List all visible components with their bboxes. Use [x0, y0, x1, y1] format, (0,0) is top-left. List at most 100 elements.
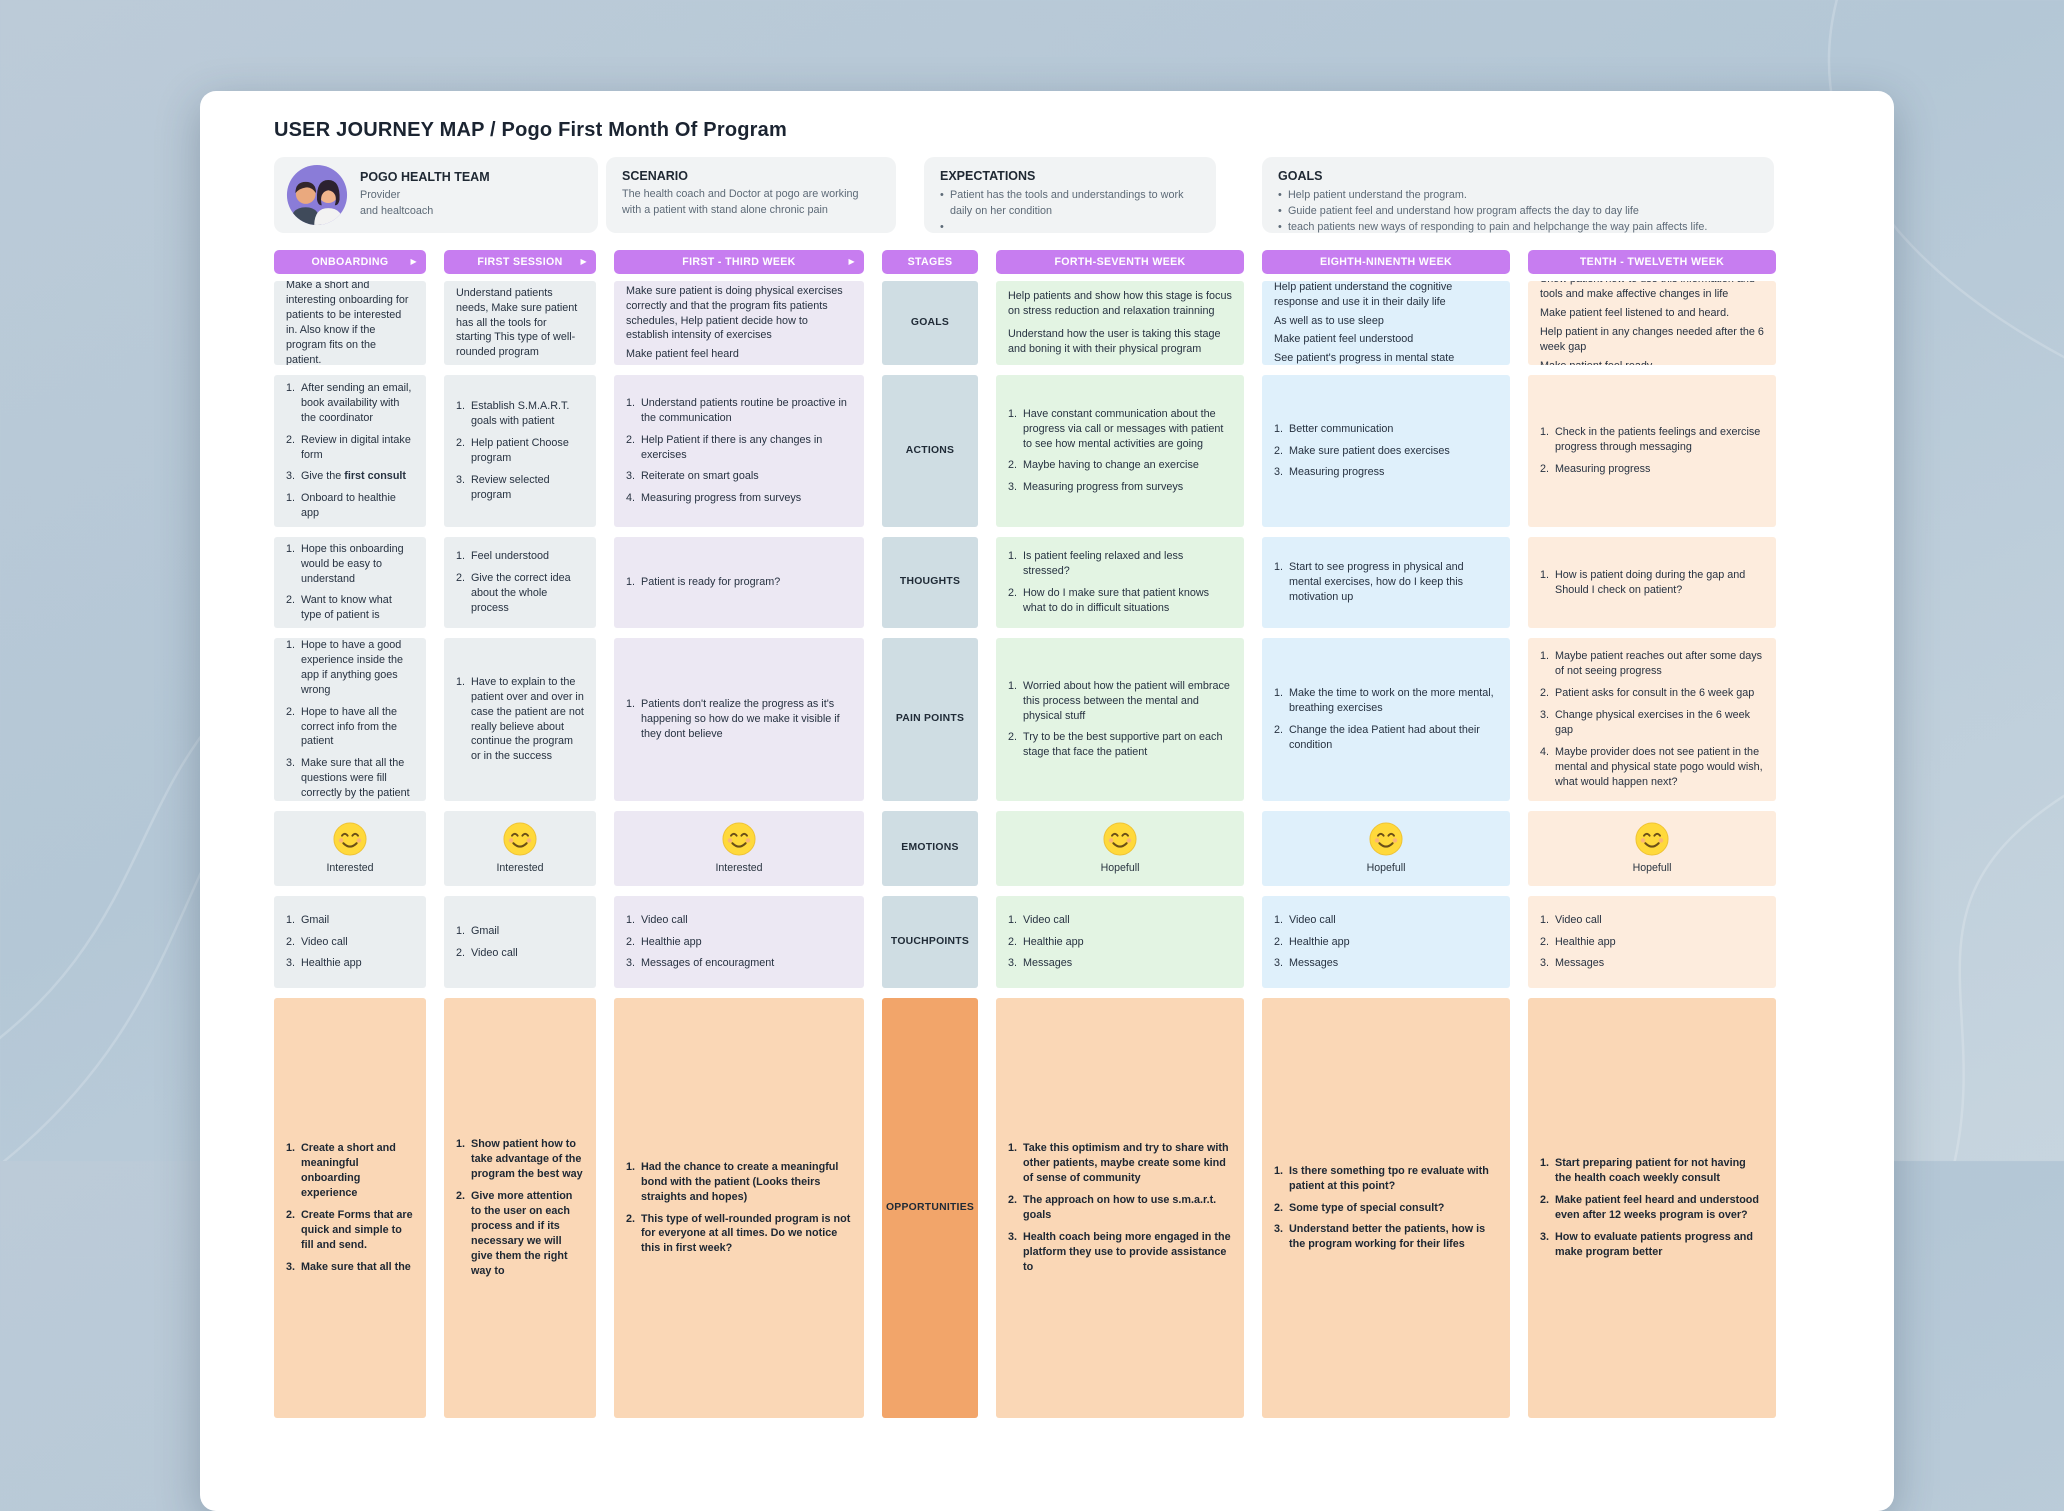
smiley-face-icon: [503, 822, 537, 856]
cell-touchpoints-first-third[interactable]: 1. Video call 2. Healthie app 3. Messages of …: [614, 896, 864, 988]
smiley-face-icon: [1369, 822, 1403, 856]
column-label: STAGES: [907, 256, 953, 268]
bullet-line: • teach patients new ways of responding t…: [1278, 221, 1708, 233]
cell-actions-first-third[interactable]: 1. Understand patients routine be proacti…: [614, 375, 864, 527]
goals-heading: GOALS: [1278, 169, 1323, 183]
cell-actions-forth-seventh[interactable]: 1. Have constant communication about the …: [996, 375, 1244, 527]
scenario-card[interactable]: SCENARIO The health coach and Doctor at …: [606, 157, 896, 233]
bullet-line: • Help patient understand the program.: [1278, 189, 1467, 201]
column-header-eighth-ninenth-week[interactable]: EIGHTH-NINENTH WEEK: [1262, 250, 1510, 274]
smiley-face-icon: [333, 822, 367, 856]
cell-pain-points-first-session[interactable]: 1. Have to explain to the patient over an…: [444, 638, 596, 801]
column-header-onboarding[interactable]: ONBOARDING ▶: [274, 250, 426, 274]
bullet-line: • Patient has the tools and understanding…: [940, 189, 1184, 218]
cell-goals-onboarding[interactable]: Make a short and interesting onboarding …: [274, 281, 426, 365]
cell-actions-eighth-ninenth[interactable]: 1. Better communication 2. Make sure patien…: [1262, 375, 1510, 527]
play-icon[interactable]: ▶: [580, 257, 587, 266]
cell-emotions-eighth-ninenth[interactable]: Hopefull: [1262, 811, 1510, 886]
column-label: EIGHTH-NINENTH WEEK: [1319, 256, 1452, 268]
column-label: TENTH - TWELVETH WEEK: [1579, 256, 1725, 268]
column-label: FIRST - THIRD WEEK: [682, 256, 796, 268]
row-pain-points: 1. Hope to have a good experience inside …: [274, 638, 1776, 801]
cell-touchpoints-forth-seventh[interactable]: 1. Video call 2. Healthie app 3. Messages: [996, 896, 1244, 988]
cell-emotions-first-session[interactable]: Interested: [444, 811, 596, 886]
goals-card[interactable]: GOALS • Help patient understand the progr…: [1262, 157, 1774, 233]
header-info-row: POGO HEALTH TEAM Provider and healtcoach…: [274, 157, 1776, 233]
cell-opportunities-first-third[interactable]: 1. Had the chance to create a meaningful …: [614, 998, 864, 1418]
cell-touchpoints-onboarding[interactable]: 1. Gmail 2. Video call 3. Healthie app: [274, 896, 426, 988]
column-header-tenth-twelveth-week[interactable]: TENTH - TWELVETH WEEK: [1528, 250, 1776, 274]
cell-pain-points-tenth-twelveth[interactable]: 1. Maybe patient reaches out after some d…: [1528, 638, 1776, 801]
emotion-label: Interested: [496, 861, 544, 874]
row-emotions: Interested Interested Interested EMOTION…: [274, 811, 1776, 886]
team-name: POGO HEALTH TEAM: [360, 170, 490, 185]
cell-actions-tenth-twelveth[interactable]: 1. Check in the patients feelings and exe…: [1528, 375, 1776, 527]
cell-emotions-forth-seventh[interactable]: Hopefull: [996, 811, 1244, 886]
cell-thoughts-tenth-twelveth[interactable]: 1. How is patient doing during the gap an…: [1528, 537, 1776, 628]
play-icon[interactable]: ▶: [410, 257, 417, 266]
cell-thoughts-first-session[interactable]: 1. Feel understood 2. Give the correct idea…: [444, 537, 596, 628]
cell-pain-points-onboarding[interactable]: 1. Hope to have a good experience inside …: [274, 638, 426, 801]
column-header-first-third-week[interactable]: FIRST - THIRD WEEK ▶: [614, 250, 864, 274]
row-opportunities: 1. Create a short and meaningful onboardi…: [274, 998, 1776, 1418]
cell-thoughts-eighth-ninenth[interactable]: 1. Start to see progress in physical and …: [1262, 537, 1510, 628]
cell-actions-first-session[interactable]: 1. Establish S.M.A.R.T. goals with patien…: [444, 375, 596, 527]
cell-touchpoints-first-session[interactable]: 1. Gmail 2. Video call: [444, 896, 596, 988]
row-thoughts: 1. Hope this onboarding would be easy to …: [274, 537, 1776, 628]
team-role-line-1: Provider: [360, 189, 401, 202]
emotion-label: Interested: [326, 861, 374, 874]
journey-grid: ONBOARDING ▶ FIRST SESSION ▶ FIRST - THI…: [274, 250, 1776, 1418]
cell-emotions-onboarding[interactable]: Interested: [274, 811, 426, 886]
column-label: FORTH-SEVENTH WEEK: [1054, 256, 1186, 268]
smiley-face-icon: [1635, 822, 1669, 856]
row-actions: 1. After sending an email, book availabil…: [274, 375, 1776, 527]
cell-emotions-first-third[interactable]: Interested: [614, 811, 864, 886]
cell-touchpoints-tenth-twelveth[interactable]: 1. Video call 2. Healthie app 3. Messages: [1528, 896, 1776, 988]
cell-thoughts-first-third[interactable]: 1. Patient is ready for program?: [614, 537, 864, 628]
cell-actions-onboarding[interactable]: 1. After sending an email, book availabil…: [274, 375, 426, 527]
expectations-list: • Patient has the tools and understanding…: [940, 187, 1200, 233]
team-card[interactable]: POGO HEALTH TEAM Provider and healtcoach: [274, 157, 598, 233]
stage-label-actions[interactable]: ACTIONS: [882, 375, 978, 527]
column-label: ONBOARDING: [311, 256, 389, 268]
column-header-stages[interactable]: STAGES: [882, 250, 978, 274]
stage-label-touchpoints[interactable]: TOUCHPOINTS: [882, 896, 978, 988]
cell-goals-tenth-twelveth[interactable]: Show patient how to use this information…: [1528, 281, 1776, 365]
cell-goals-eighth-ninenth[interactable]: Help patient understand the cognitive re…: [1262, 281, 1510, 365]
stage-label-thoughts[interactable]: THOUGHTS: [882, 537, 978, 628]
cell-goals-first-session[interactable]: Understand patients needs, Make sure pat…: [444, 281, 596, 365]
column-header-forth-seventh-week[interactable]: FORTH-SEVENTH WEEK: [996, 250, 1244, 274]
emotion-label: Hopefull: [1100, 861, 1140, 874]
play-icon[interactable]: ▶: [848, 257, 855, 266]
stage-label-goals[interactable]: GOALS: [882, 281, 978, 365]
cell-goals-forth-seventh[interactable]: Help patients and show how this stage is…: [996, 281, 1244, 365]
column-header-first-session[interactable]: FIRST SESSION ▶: [444, 250, 596, 274]
cell-goals-first-third[interactable]: Make sure patient is doing physical exer…: [614, 281, 864, 365]
expectations-card[interactable]: EXPECTATIONS • Patient has the tools and …: [924, 157, 1216, 233]
smiley-face-icon: [722, 822, 756, 856]
column-header-row: ONBOARDING ▶ FIRST SESSION ▶ FIRST - THI…: [274, 250, 1776, 274]
cell-touchpoints-eighth-ninenth[interactable]: 1. Video call 2. Healthie app 3. Messages: [1262, 896, 1510, 988]
row-goals: Make a short and interesting onboarding …: [274, 281, 1776, 365]
column-label: FIRST SESSION: [477, 256, 563, 268]
cell-pain-points-forth-seventh[interactable]: 1. Worried about how the patient will emb…: [996, 638, 1244, 801]
cell-opportunities-forth-seventh[interactable]: 1. Take this optimism and try to share wi…: [996, 998, 1244, 1418]
cell-thoughts-onboarding[interactable]: 1. Hope this onboarding would be easy to …: [274, 537, 426, 628]
scenario-heading: SCENARIO: [622, 169, 688, 183]
emotion-label: Interested: [715, 861, 763, 874]
row-touchpoints: 1. Gmail 2. Video call 3. Healthie app 1. Gmai…: [274, 896, 1776, 988]
stage-label-opportunities[interactable]: OPPORTUNITIES: [882, 998, 978, 1418]
goals-list: • Help patient understand the program. • Gu…: [1278, 187, 1758, 233]
cell-opportunities-tenth-twelveth[interactable]: 1. Start preparing patient for not having…: [1528, 998, 1776, 1418]
cell-opportunities-onboarding[interactable]: 1. Create a short and meaningful onboardi…: [274, 998, 426, 1418]
cell-pain-points-first-third[interactable]: 1. Patients don't realize the progress as…: [614, 638, 864, 801]
cell-opportunities-eighth-ninenth[interactable]: 1. Is there something tpo re evaluate wit…: [1262, 998, 1510, 1418]
cell-pain-points-eighth-ninenth[interactable]: 1. Make the time to work on the more ment…: [1262, 638, 1510, 801]
page-title: USER JOURNEY MAP / Pogo First Month Of P…: [274, 119, 787, 141]
emotion-label: Hopefull: [1632, 861, 1672, 874]
cell-thoughts-forth-seventh[interactable]: 1. Is patient feeling relaxed and less st…: [996, 537, 1244, 628]
cell-emotions-tenth-twelveth[interactable]: Hopefull: [1528, 811, 1776, 886]
stage-label-emotions[interactable]: EMOTIONS: [882, 811, 978, 886]
stage-label-pain-points[interactable]: PAIN POINTS: [882, 638, 978, 801]
cell-opportunities-first-session[interactable]: 1. Show patient how to take advantage of …: [444, 998, 596, 1418]
